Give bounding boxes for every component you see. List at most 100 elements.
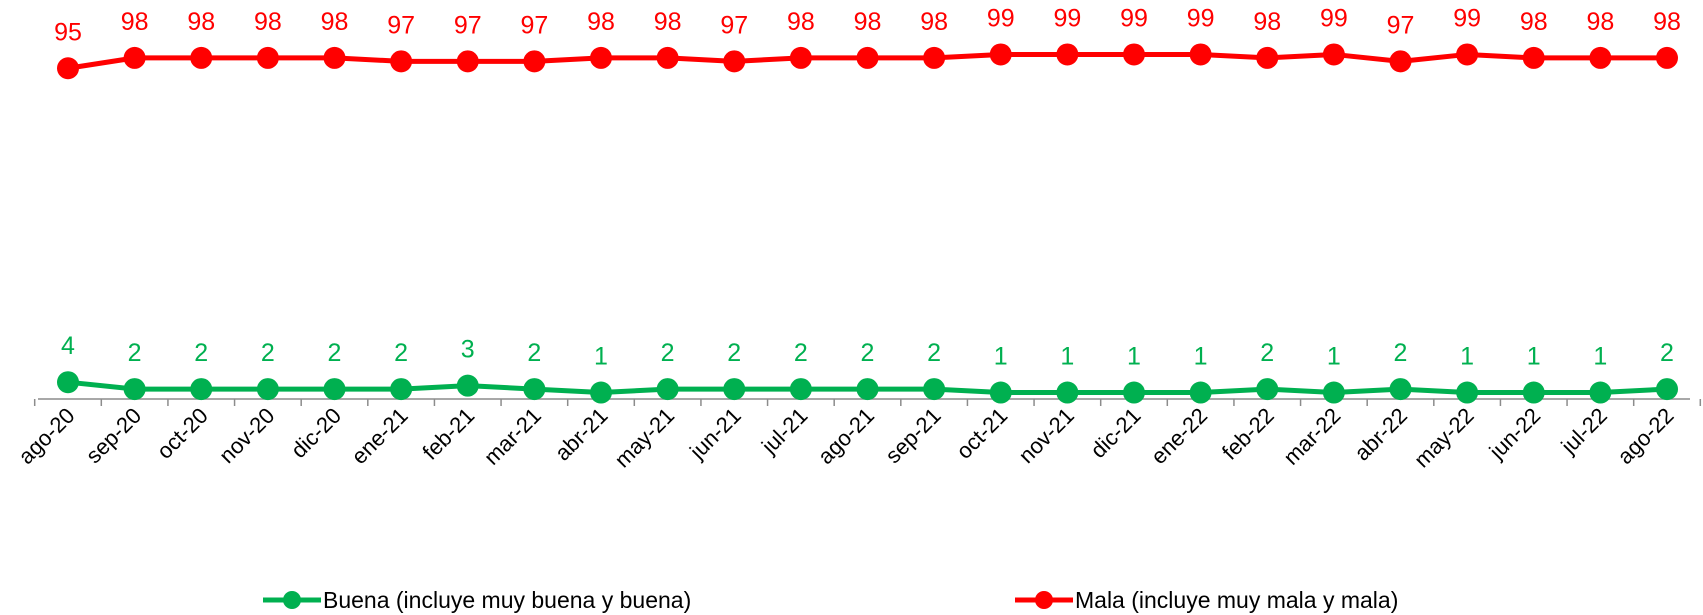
data-point-1-0 [57, 57, 79, 80]
data-point-0-1 [123, 378, 146, 401]
data-point-1-14 [989, 43, 1012, 66]
data-point-1-6 [456, 50, 479, 73]
x-tick-label-13: sep-21 [880, 403, 945, 468]
data-point-0-15 [1056, 381, 1079, 404]
data-label-1-15: 99 [1053, 4, 1081, 32]
data-label-1-22: 98 [1520, 8, 1548, 36]
data-label-0-6: 3 [461, 336, 475, 364]
data-point-0-6 [456, 374, 479, 397]
legend-marker-0 [283, 591, 301, 609]
data-label-0-15: 1 [1060, 343, 1074, 371]
data-label-0-1: 2 [128, 339, 142, 367]
data-label-1-9: 98 [654, 8, 682, 36]
data-label-1-13: 98 [920, 8, 948, 36]
data-point-0-2 [190, 378, 213, 401]
data-point-1-13 [923, 46, 946, 69]
data-point-1-15 [1056, 43, 1079, 66]
data-point-0-12 [856, 378, 879, 401]
data-label-0-23: 1 [1593, 343, 1607, 371]
x-tick-labels: ago-20 sep-20 oct-20 nov-20 dic-20 ene-21 feb-… [13, 403, 1678, 473]
data-point-0-17 [1189, 381, 1212, 404]
data-point-0-21 [1456, 381, 1479, 404]
x-tick-label-4: dic-20 [286, 403, 346, 463]
x-tick-label-1: sep-20 [81, 403, 146, 468]
data-point-1-11 [789, 46, 812, 69]
data-point-1-22 [1522, 46, 1545, 69]
data-point-0-7 [523, 378, 546, 401]
legend-label-0: Buena (incluye muy buena y buena) [323, 587, 691, 613]
data-point-0-0 [57, 371, 79, 394]
data-label-1-17: 99 [1187, 4, 1215, 32]
data-point-1-5 [390, 50, 413, 73]
x-tick-label-3: nov-20 [214, 403, 279, 468]
data-label-1-12: 98 [854, 8, 882, 36]
legend-marker-1 [1035, 591, 1053, 609]
x-tick-label-16: dic-21 [1085, 403, 1145, 463]
data-label-0-7: 2 [527, 339, 541, 367]
data-label-0-21: 1 [1460, 343, 1474, 371]
data-label-1-2: 98 [187, 8, 215, 36]
data-label-0-11: 2 [794, 339, 808, 367]
data-point-1-19 [1322, 43, 1345, 66]
data-point-1-10 [723, 50, 746, 73]
data-point-1-21 [1456, 43, 1479, 66]
x-tick-label-0: ago-20 [13, 403, 79, 469]
data-label-1-5: 97 [387, 11, 415, 39]
data-label-1-0: 95 [54, 18, 82, 46]
data-label-0-24: 2 [1660, 339, 1674, 367]
data-labels: 4 2 2 2 2 2 3 2 1 2 2 2 2 2 1 1 1 1 2 1 2 1 1 1 2 95 98 98 98 98 97 97 9… [54, 4, 1681, 370]
data-point-0-10 [723, 378, 746, 401]
data-point-0-24 [1656, 378, 1678, 401]
data-label-1-21: 99 [1453, 4, 1481, 32]
data-point-0-23 [1589, 381, 1612, 404]
x-tick-label-21: may-22 [1409, 403, 1479, 473]
x-tick-label-12: ago-21 [813, 403, 879, 469]
x-tick-label-9: may-21 [610, 403, 680, 473]
data-label-1-4: 98 [321, 8, 349, 36]
x-tick-label-2: oct-20 [152, 403, 213, 464]
data-label-0-18: 2 [1260, 339, 1274, 367]
data-point-0-16 [1123, 381, 1145, 404]
data-label-1-3: 98 [254, 8, 282, 36]
data-label-1-24: 98 [1653, 8, 1681, 36]
data-label-1-18: 98 [1253, 8, 1281, 36]
data-point-1-18 [1256, 46, 1279, 69]
data-point-1-1 [123, 46, 146, 69]
data-point-0-4 [323, 378, 346, 401]
x-tick-label-18: feb-22 [1217, 403, 1279, 465]
data-label-1-10: 97 [720, 11, 748, 39]
x-tick-label-14: oct-21 [951, 403, 1012, 464]
data-point-0-9 [656, 378, 679, 401]
data-label-0-0: 4 [61, 332, 75, 360]
data-point-1-23 [1589, 46, 1612, 69]
data-label-0-2: 2 [194, 339, 208, 367]
series-points [57, 43, 1678, 404]
data-label-0-19: 1 [1327, 343, 1341, 371]
legend: Buena (incluye muy buena y buena) Mala (i… [263, 587, 1398, 613]
data-label-0-12: 2 [861, 339, 875, 367]
data-point-0-13 [923, 378, 946, 401]
data-label-1-1: 98 [121, 8, 149, 36]
data-label-1-11: 98 [787, 8, 815, 36]
x-tick-label-20: abr-22 [1349, 403, 1412, 466]
data-point-0-22 [1522, 381, 1545, 404]
x-tick-label-19: mar-22 [1278, 403, 1345, 470]
data-label-1-6: 97 [454, 11, 482, 39]
data-point-0-3 [256, 378, 279, 401]
x-tick-label-8: abr-21 [550, 403, 613, 466]
x-tick-label-6: feb-21 [417, 403, 479, 465]
data-point-1-8 [590, 46, 612, 69]
data-point-0-14 [989, 381, 1012, 404]
data-point-1-3 [256, 46, 279, 69]
data-label-1-16: 99 [1120, 4, 1148, 32]
data-label-1-14: 99 [987, 4, 1015, 32]
data-label-0-22: 1 [1527, 343, 1541, 371]
data-point-1-17 [1189, 43, 1212, 66]
data-point-0-5 [390, 378, 413, 401]
x-tick-label-17: ene-22 [1146, 403, 1212, 469]
data-point-1-24 [1656, 46, 1678, 69]
data-label-1-8: 98 [587, 8, 615, 36]
x-tick-label-10: jun-21 [684, 403, 746, 465]
